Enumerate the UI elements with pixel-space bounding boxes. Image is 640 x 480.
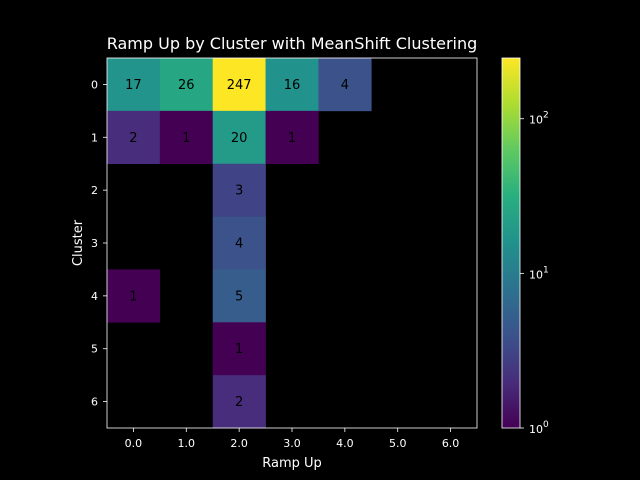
x-tick-label: 1.0 xyxy=(178,437,196,450)
y-tick-label: 6 xyxy=(91,396,98,409)
cell-value-label: 1 xyxy=(288,131,296,146)
cell-value-label: 3 xyxy=(235,184,243,199)
heatmap-cells xyxy=(107,58,372,429)
colorbar-tick-label: 100 xyxy=(529,420,549,436)
cell-value-label: 4 xyxy=(235,237,243,252)
cell-value-label: 2 xyxy=(129,131,137,146)
heatmap-cell xyxy=(212,322,266,376)
heatmap-cell xyxy=(212,110,266,165)
heatmap-cell xyxy=(107,269,161,323)
x-tick-label: 4.0 xyxy=(336,437,354,450)
x-tick-label: 5.0 xyxy=(389,437,407,450)
cell-value-label: 2 xyxy=(235,395,243,410)
colorbar-gradient xyxy=(502,58,520,428)
heatmap-cell xyxy=(212,269,266,323)
cell-value-label: 1 xyxy=(129,289,137,304)
cell-value-label: 1 xyxy=(182,131,190,146)
x-tick-label: 3.0 xyxy=(283,437,301,450)
heatmap-cell xyxy=(212,375,266,429)
heatmap-cell xyxy=(212,216,266,270)
y-tick-label: 4 xyxy=(91,290,98,303)
y-axis-ticks: 0 1 2 3 4 5 6 xyxy=(91,78,107,409)
heatmap-cell xyxy=(265,110,319,165)
y-tick-label: 3 xyxy=(91,237,98,250)
colorbar-ticks: 100 101 102 xyxy=(520,111,549,436)
heatmap-cell-labels: 17 26 247 16 4 2 1 20 1 3 4 1 5 1 2 xyxy=(125,78,349,410)
y-tick-label: 0 xyxy=(91,78,98,91)
x-tick-label: 6.0 xyxy=(442,437,460,450)
heatmap-cell xyxy=(318,58,372,112)
heatmap-cell xyxy=(107,58,161,112)
cell-value-label: 4 xyxy=(341,78,349,93)
x-tick-label: 0.0 xyxy=(125,437,143,450)
x-tick-label: 2.0 xyxy=(230,437,248,450)
colorbar-frame xyxy=(501,57,521,429)
y-tick-label: 1 xyxy=(91,131,98,144)
cell-value-label: 20 xyxy=(231,131,248,146)
chart-title: Ramp Up by Cluster with MeanShift Cluste… xyxy=(107,34,478,53)
cell-value-label: 247 xyxy=(227,78,252,93)
y-tick-label: 5 xyxy=(91,343,98,356)
heatmap-cell xyxy=(159,110,214,165)
heatmap-cell xyxy=(212,58,266,112)
heatmap-cell xyxy=(107,110,161,165)
cell-value-label: 1 xyxy=(235,342,243,357)
x-axis-label: Ramp Up xyxy=(262,456,322,471)
y-tick-label: 2 xyxy=(91,184,98,197)
cell-value-label: 16 xyxy=(284,78,301,93)
cell-value-label: 26 xyxy=(178,78,195,93)
cell-value-label: 5 xyxy=(235,289,243,304)
x-axis-ticks: 0.0 1.0 2.0 3.0 4.0 5.0 6.0 xyxy=(125,428,460,450)
colorbar-tick-label: 102 xyxy=(529,111,549,127)
colorbar-tick-label: 101 xyxy=(529,265,549,281)
y-axis-label: Cluster xyxy=(71,219,86,266)
heatmap-cell xyxy=(265,58,319,112)
heatmap-cell xyxy=(159,58,214,112)
cell-value-label: 17 xyxy=(125,78,142,93)
heatmap-cell xyxy=(212,163,266,217)
colorbar: 100 101 102 xyxy=(501,57,549,436)
